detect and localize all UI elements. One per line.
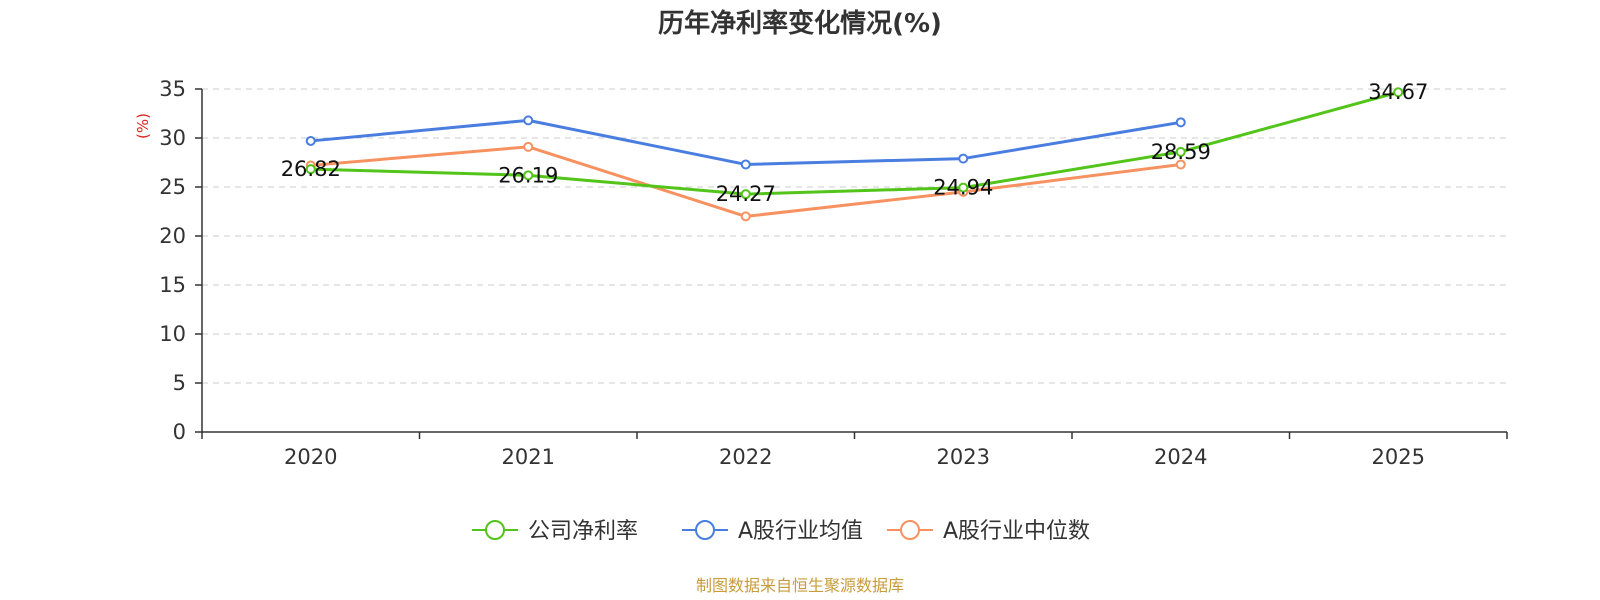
data-label: 24.94 <box>933 176 993 200</box>
legend-label-2: A股行业中位数 <box>943 519 1090 544</box>
series-2-point <box>523 141 534 152</box>
series-lines <box>305 87 1404 222</box>
legend-label-0: 公司净利率 <box>528 519 638 544</box>
legend-marker-1 <box>695 520 715 540</box>
y-axis-unit-label: (%) <box>134 113 152 139</box>
y-tick-label: 35 <box>159 77 186 101</box>
series-0-point <box>740 189 751 200</box>
series-0-point <box>1175 146 1186 157</box>
data-label: 26.82 <box>281 157 341 181</box>
series-0-point <box>958 182 969 193</box>
series-1-point <box>740 159 751 170</box>
legend: 公司净利率 A股行业均值 A股行业中位数 <box>472 519 1090 544</box>
series-2-point <box>1175 159 1186 170</box>
series-1-point <box>1175 117 1186 128</box>
series-0-point <box>1393 87 1404 98</box>
y-tick-label: 25 <box>159 175 186 199</box>
series-1-point <box>305 135 316 146</box>
x-tick-label: 2022 <box>719 445 772 469</box>
y-tick-label: 20 <box>159 224 186 248</box>
chart-title: 历年净利率变化情况(%) <box>658 8 942 39</box>
x-tick-label: 2023 <box>937 445 990 469</box>
series-1-point <box>958 153 969 164</box>
x-tick-label: 2021 <box>502 445 555 469</box>
series-2-point <box>740 211 751 222</box>
series-0-point <box>523 170 534 181</box>
data-label: 26.19 <box>498 163 558 187</box>
series-line-1 <box>310 118 1181 166</box>
legend-marker-2 <box>900 520 920 540</box>
series-line-0 <box>310 90 1399 196</box>
data-label: 34.67 <box>1368 80 1428 104</box>
legend-marker-0 <box>485 520 505 540</box>
x-tick-label: 2025 <box>1372 445 1425 469</box>
grid-lines <box>202 88 1507 384</box>
y-tick-label: 10 <box>159 322 186 346</box>
x-tick-label: 2024 <box>1154 445 1207 469</box>
y-tick-label: 0 <box>173 420 186 444</box>
source-note: 制图数据来自恒生聚源数据库 <box>696 576 904 595</box>
series-1-point <box>523 115 534 126</box>
data-labels: 26.82 26.19 24.27 24.94 28.59 34.67 <box>281 80 1429 206</box>
y-tick-label: 15 <box>159 273 186 297</box>
x-tick-label: 2020 <box>284 445 337 469</box>
legend-label-1: A股行业均值 <box>738 519 863 544</box>
y-tick-label: 30 <box>159 126 186 150</box>
data-label: 28.59 <box>1151 140 1211 164</box>
y-tick-label: 5 <box>173 371 186 395</box>
series-0-point <box>305 164 316 175</box>
data-label: 24.27 <box>716 182 776 206</box>
